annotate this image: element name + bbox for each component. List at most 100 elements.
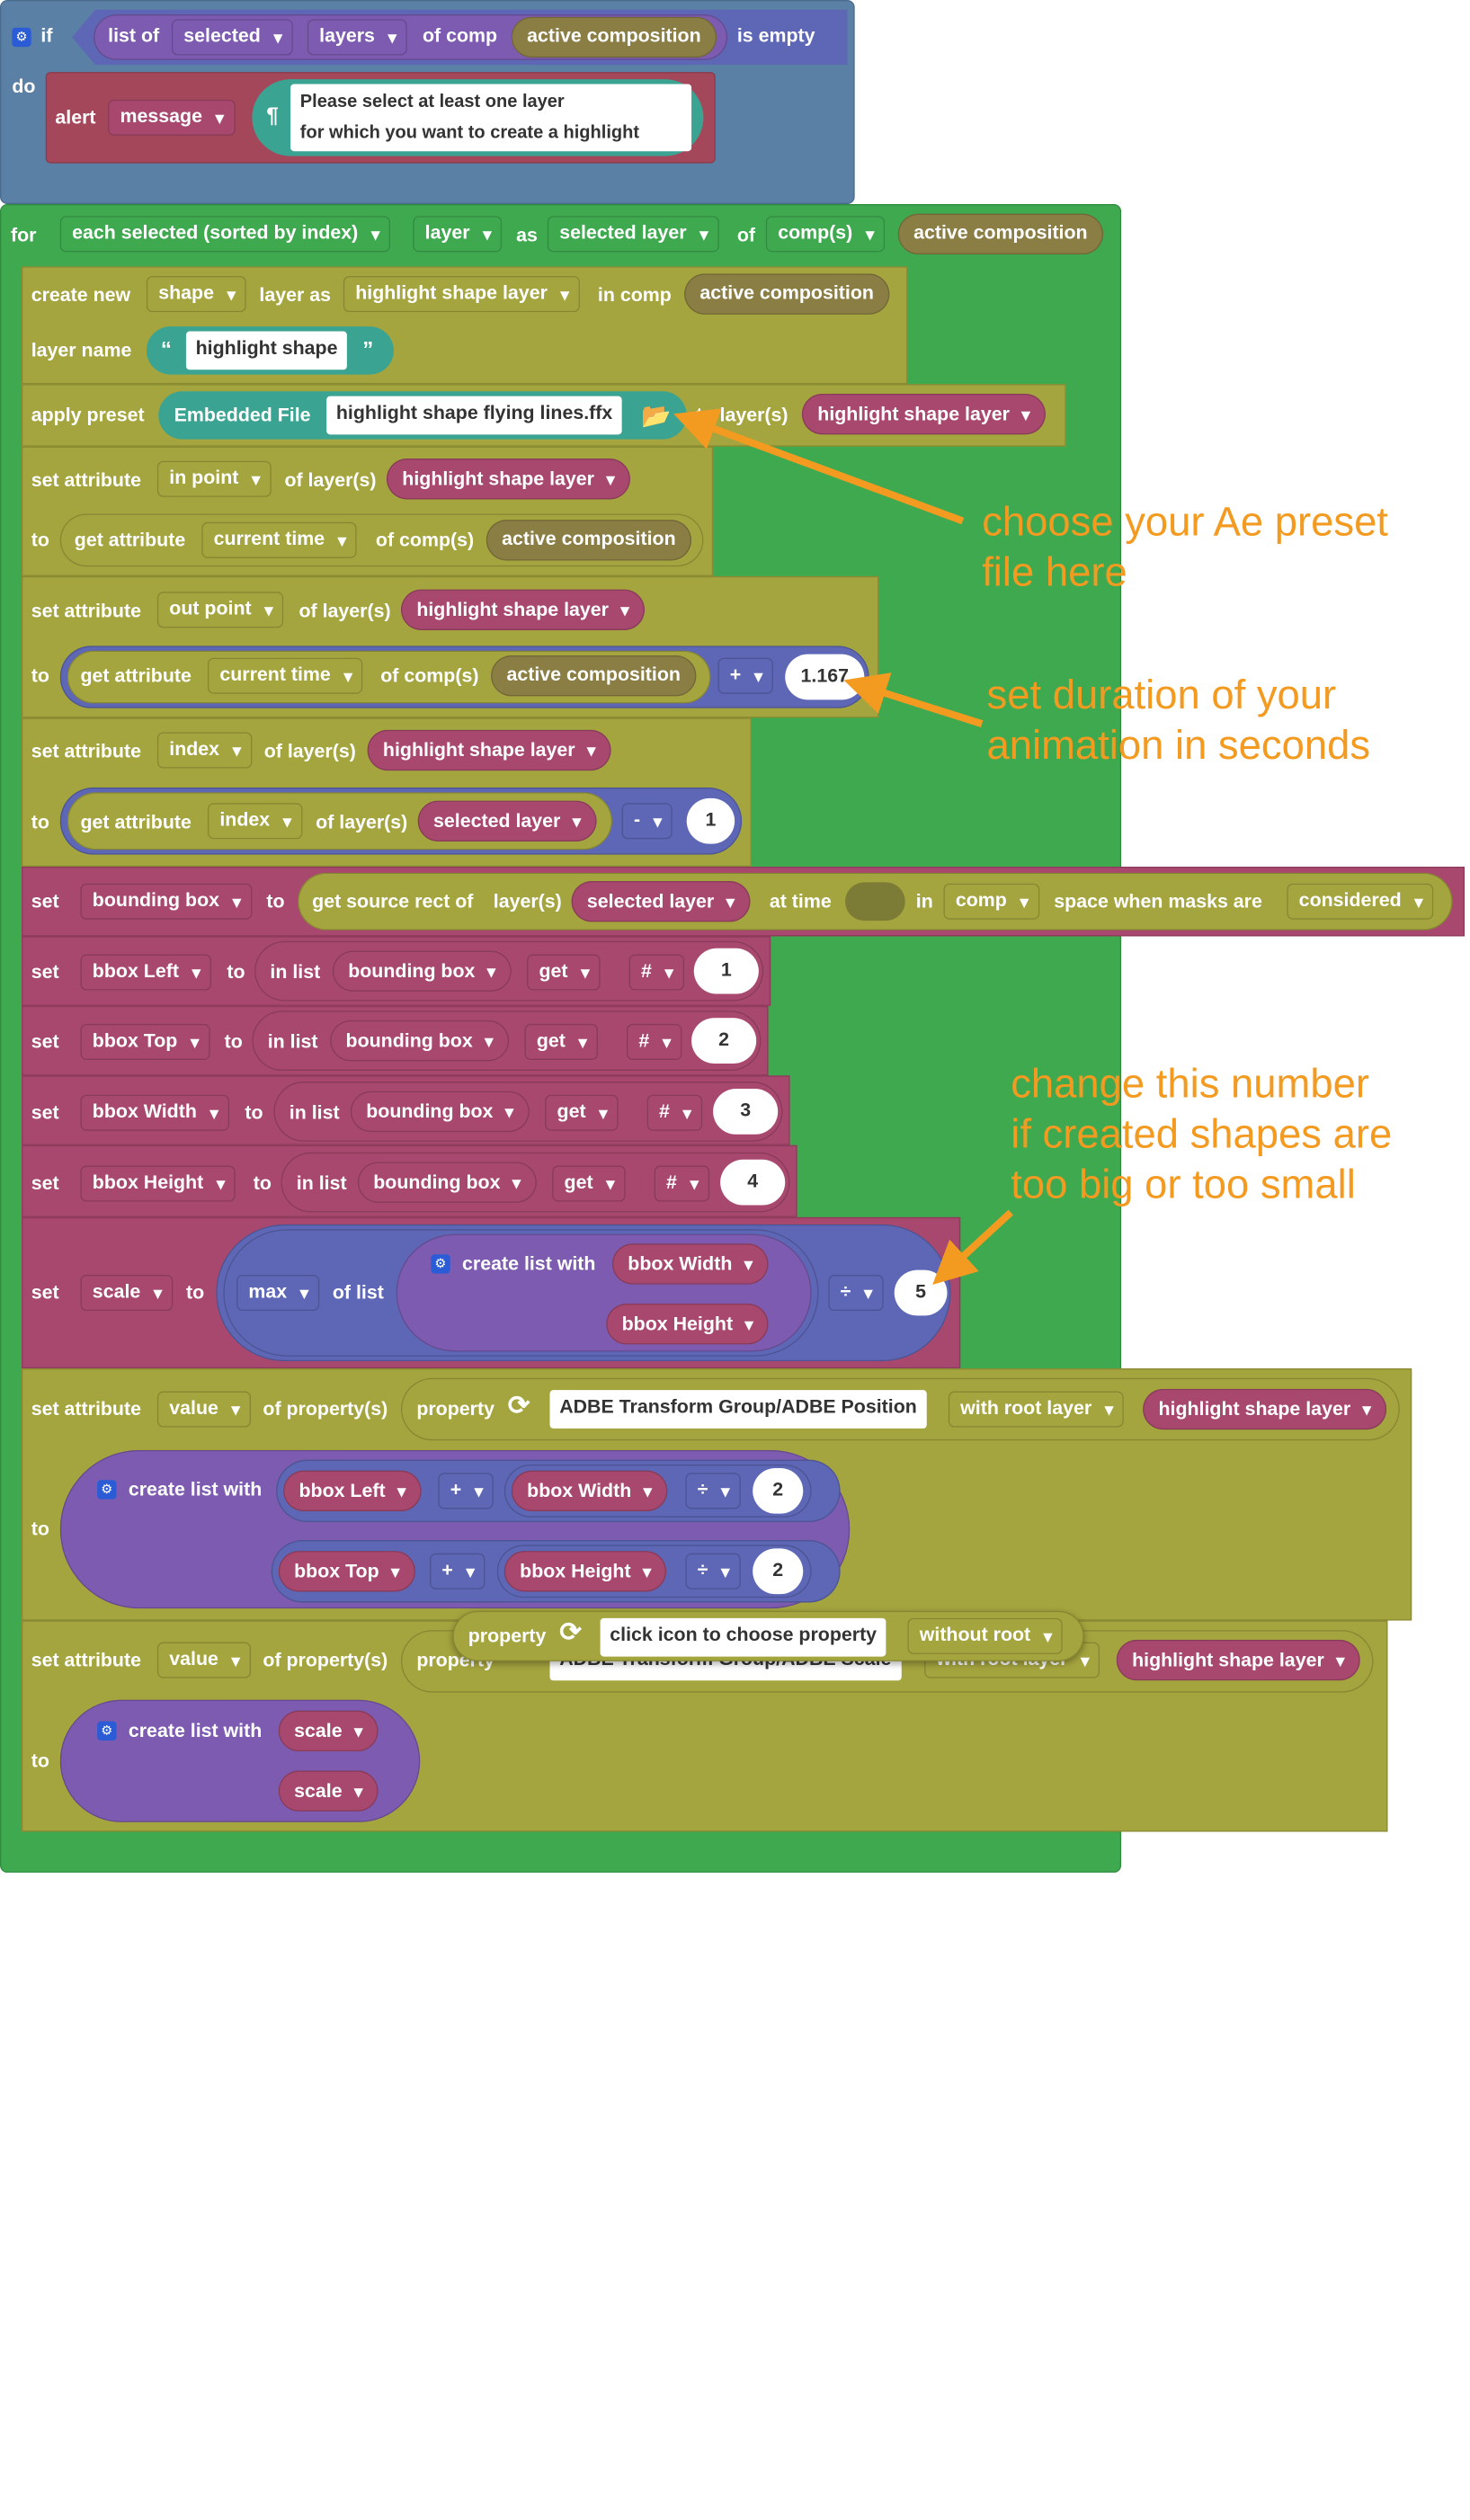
hash-dropdown[interactable]: # [654,1165,709,1202]
scale-var[interactable]: scale [278,1770,379,1812]
gear-icon[interactable]: ⚙ [12,27,31,48]
shape-dropdown[interactable]: shape [146,276,247,313]
index-attr-dropdown[interactable]: index [207,803,303,840]
bbox-height-dropdown[interactable]: bbox Height [80,1165,236,1202]
set-attribute-label: set attribute [31,601,141,622]
layers-dropdown[interactable]: layers [307,19,407,56]
comp-dropdown[interactable]: comp [943,883,1039,920]
selected-dropdown[interactable]: selected [171,19,293,56]
bbox-left-dropdown[interactable]: bbox Left [80,954,211,991]
preset-file-input[interactable]: highlight shape flying lines.ffx [326,396,622,435]
empty-time-slot[interactable] [844,882,905,922]
of-label: of [736,226,755,246]
highlight-shape-layer-var[interactable]: highlight shape layer [1143,1388,1387,1430]
divisor-number[interactable]: 2 [753,1548,804,1595]
folder-icon[interactable]: 📂 [640,403,672,431]
gear-icon[interactable]: ⚙ [431,1254,450,1274]
current-time-dropdown[interactable]: current time [201,521,358,558]
scale-divisor-number[interactable]: 5 [894,1269,948,1316]
bounding-box-dropdown[interactable]: bounding box [80,883,253,920]
message-textarea[interactable]: Please select at least one layer for whi… [290,84,692,152]
duration-number[interactable]: 1.167 [785,654,865,700]
layer-dropdown[interactable]: layer [413,216,503,253]
bbox-height-var[interactable]: bbox Height [503,1551,667,1592]
selected-layer-var[interactable]: selected layer [417,800,597,841]
hash-dropdown[interactable]: # [626,1023,682,1060]
refresh-icon[interactable]: ⟳ [559,1616,582,1647]
highlight-shape-layer-var[interactable]: highlight shape layer [801,393,1047,435]
of-layers-label: of layer(s) [316,812,408,833]
considered-dropdown[interactable]: considered [1287,883,1434,920]
divisor-number[interactable]: 2 [753,1467,804,1514]
plus-dropdown[interactable]: + [438,1473,494,1509]
layer-name-input[interactable]: highlight shape [185,331,348,370]
highlight-shape-layer-var[interactable]: highlight shape layer [386,459,631,500]
index-number[interactable]: 1 [686,797,735,844]
operator-dropdown[interactable]: + [717,657,774,694]
selected-layer-var[interactable]: selected layer [571,881,751,922]
bounding-box-var[interactable]: bounding box [332,950,512,992]
get-attribute-label: get attribute [80,666,192,687]
highlight-shape-layer-var[interactable]: highlight shape layer [1116,1639,1360,1681]
divide-dropdown[interactable]: ÷ [685,1473,741,1509]
bbox-top-var[interactable]: bbox Top [278,1551,415,1592]
max-dropdown[interactable]: max [236,1274,320,1312]
highlight-shape-layer-dropdown[interactable]: highlight shape layer [343,276,580,313]
current-time-dropdown[interactable]: current time [207,657,363,694]
message-dropdown[interactable]: message [108,99,236,136]
gear-icon[interactable]: ⚙ [97,1721,117,1741]
bbox-width-var[interactable]: bbox Width [611,1243,769,1285]
index-number[interactable]: 1 [693,948,759,994]
operator-dropdown[interactable]: ÷ [828,1274,884,1312]
to-label: to [31,812,49,833]
selected-layer-dropdown[interactable]: selected layer [547,216,719,253]
bounding-box-var[interactable]: bounding box [330,1020,509,1062]
choose-property-field[interactable]: click icon to choose property [600,1617,886,1657]
paragraph-icon: ¶ [266,102,279,128]
get-dropdown[interactable]: get [545,1094,619,1131]
bbox-height-var[interactable]: bbox Height [606,1304,770,1345]
with-root-layer-dropdown[interactable]: with root layer [948,1391,1125,1428]
each-selected-dropdown[interactable]: each selected (sorted by index) [59,216,391,253]
out-point-dropdown[interactable]: out point [156,592,284,628]
hash-dropdown[interactable]: # [646,1094,702,1131]
bounding-box-var[interactable]: bounding box [350,1091,530,1133]
bbox-width-dropdown[interactable]: bbox Width [80,1094,229,1131]
bbox-left-var[interactable]: bbox Left [283,1470,422,1512]
get-dropdown[interactable]: get [527,954,601,991]
value-dropdown[interactable]: value [156,1642,251,1679]
bounding-box-var[interactable]: bounding box [357,1162,537,1203]
scale-dropdown[interactable]: scale [80,1274,174,1312]
comps-dropdown[interactable]: comp(s) [765,216,886,253]
active-composition-block[interactable]: active composition [491,655,697,697]
plus-dropdown[interactable]: + [430,1553,486,1589]
set-label: set [31,962,59,984]
index-number[interactable]: 2 [691,1018,757,1064]
to-label: to [253,1173,272,1195]
divide-dropdown[interactable]: ÷ [685,1553,741,1589]
index-number[interactable]: 3 [713,1089,779,1135]
to-label: to [224,1032,243,1053]
highlight-shape-layer-var[interactable]: highlight shape layer [400,589,646,630]
index-dropdown[interactable]: index [156,732,253,769]
bbox-top-dropdown[interactable]: bbox Top [80,1023,210,1060]
value-dropdown[interactable]: value [156,1391,251,1428]
hash-dropdown[interactable]: # [628,954,684,991]
get-dropdown[interactable]: get [552,1165,626,1202]
highlight-shape-layer-var[interactable]: highlight shape layer [367,729,611,771]
active-composition-block[interactable]: active composition [897,213,1103,255]
active-composition-block[interactable]: active composition [486,520,691,561]
set-label: set [31,1032,59,1053]
scale-var[interactable]: scale [278,1710,379,1752]
active-composition-block[interactable]: active composition [684,273,890,315]
property-path-input[interactable]: ADBE Transform Group/ADBE Position [549,1390,927,1429]
without-root-dropdown[interactable]: without root [907,1617,1064,1654]
refresh-icon[interactable]: ⟳ [507,1390,530,1420]
in-point-dropdown[interactable]: in point [156,460,272,497]
operator-dropdown[interactable]: - [621,803,673,840]
get-dropdown[interactable]: get [524,1023,598,1060]
index-number[interactable]: 4 [720,1159,786,1206]
bbox-width-var[interactable]: bbox Width [511,1470,668,1512]
gear-icon[interactable]: ⚙ [97,1480,117,1500]
active-composition-block[interactable]: active composition [511,16,717,58]
